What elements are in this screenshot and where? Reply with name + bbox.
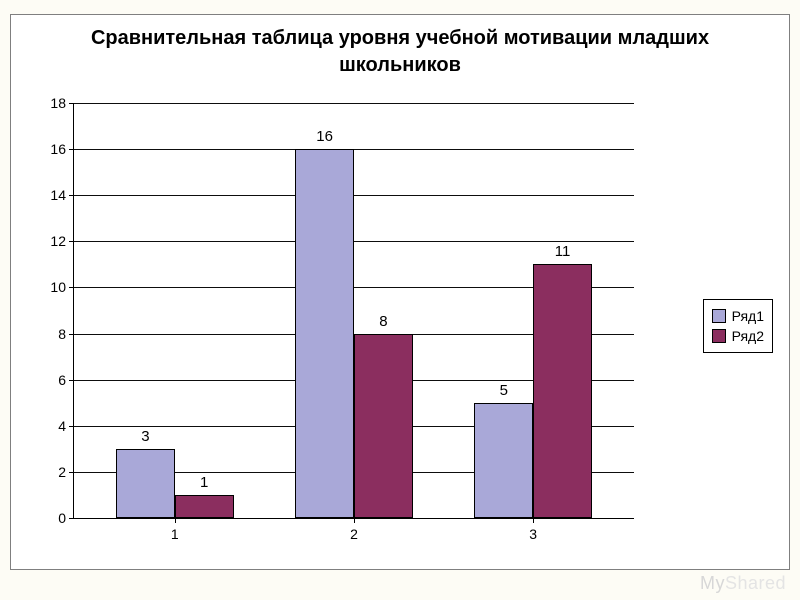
- ytick-label: 18: [50, 95, 66, 111]
- ytick-mark: [69, 518, 74, 519]
- bar-data-label: 16: [316, 128, 333, 145]
- ytick-label: 4: [58, 418, 66, 434]
- chart-frame: Сравнительная таблица уровня учебной мот…: [10, 14, 790, 570]
- ytick-mark: [69, 334, 74, 335]
- bar-data-label: 1: [200, 474, 208, 491]
- legend-item-series2: Ряд2: [712, 326, 764, 346]
- bar-series2: [175, 495, 234, 518]
- ytick-mark: [69, 195, 74, 196]
- ytick-label: 14: [50, 187, 66, 203]
- bar-series1: [474, 403, 533, 518]
- bar-series1: [116, 449, 175, 518]
- bar-series2: [354, 334, 413, 518]
- ytick-label: 8: [58, 326, 66, 342]
- chart-title: Сравнительная таблица уровня учебной мот…: [11, 15, 789, 81]
- ytick-mark: [69, 426, 74, 427]
- gridline: [74, 149, 634, 150]
- xtick-label: 2: [350, 526, 358, 542]
- bar-data-label: 11: [555, 243, 571, 260]
- legend-swatch-series2: [712, 329, 726, 343]
- ytick-label: 10: [50, 279, 66, 295]
- xtick-mark: [354, 518, 355, 523]
- watermark-part2: Shared: [725, 573, 786, 593]
- ytick-label: 2: [58, 464, 66, 480]
- bar-data-label: 5: [500, 382, 508, 399]
- legend-label-series2: Ряд2: [732, 328, 764, 344]
- legend-swatch-series1: [712, 309, 726, 323]
- gridline: [74, 195, 634, 196]
- ytick-mark: [69, 287, 74, 288]
- watermark-part1: My: [700, 573, 725, 593]
- ytick-label: 16: [50, 141, 66, 157]
- bar-data-label: 8: [379, 313, 387, 330]
- ytick-mark: [69, 103, 74, 104]
- page: Сравнительная таблица уровня учебной мот…: [0, 0, 800, 600]
- ytick-mark: [69, 380, 74, 381]
- gridline: [74, 241, 634, 242]
- legend: Ряд1 Ряд2: [703, 299, 773, 353]
- bar-data-label: 3: [141, 428, 149, 445]
- ytick-mark: [69, 472, 74, 473]
- ytick-mark: [69, 241, 74, 242]
- bar-series2: [533, 264, 592, 518]
- legend-label-series1: Ряд1: [732, 308, 764, 324]
- ytick-label: 6: [58, 372, 66, 388]
- xtick-mark: [533, 518, 534, 523]
- xtick-label: 1: [171, 526, 179, 542]
- ytick-label: 0: [58, 510, 66, 526]
- ytick-mark: [69, 149, 74, 150]
- watermark: MyShared: [700, 573, 786, 594]
- xtick-mark: [175, 518, 176, 523]
- xtick-label: 3: [529, 526, 537, 542]
- plot-area: 02468101214161831116825113: [73, 103, 634, 519]
- gridline: [74, 103, 634, 104]
- legend-item-series1: Ряд1: [712, 306, 764, 326]
- bar-series1: [295, 149, 354, 518]
- chart-body: 02468101214161831116825113 Ряд1 Ряд2: [11, 93, 789, 559]
- ytick-label: 12: [50, 233, 66, 249]
